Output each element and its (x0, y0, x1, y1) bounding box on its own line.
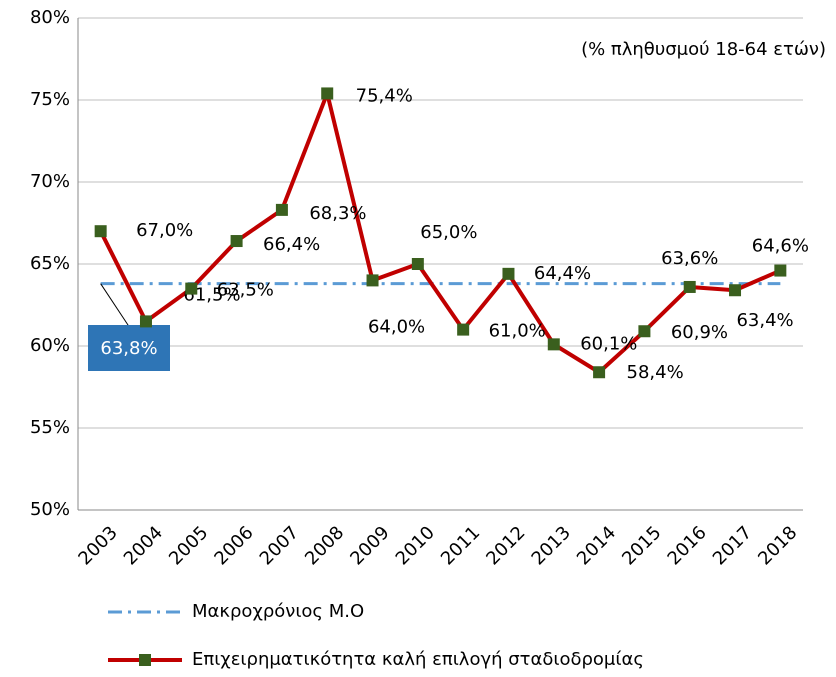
legend-label: Μακροχρόνιος Μ.Ο (192, 601, 364, 622)
average-label-box (88, 325, 170, 371)
marker (638, 325, 651, 338)
marker (774, 264, 787, 277)
marker (94, 225, 107, 238)
data-label: 68,3% (309, 203, 366, 224)
chart-subtitle: (% πληθυσμού 18-64 ετών) (581, 39, 826, 60)
legend-marker (139, 654, 151, 666)
data-label: 60,1% (580, 333, 637, 354)
data-label: 63,6% (661, 248, 718, 269)
y-tick-label: 70% (30, 171, 70, 192)
data-label: 61,0% (489, 321, 546, 342)
y-tick-label: 65% (30, 253, 70, 274)
data-label: 60,9% (671, 322, 728, 343)
leader-line (100, 283, 131, 329)
average-label: 63,8% (100, 338, 157, 359)
x-tick-label: 2003 (74, 522, 121, 569)
data-label: 66,4% (263, 234, 320, 255)
data-label: 63,4% (736, 310, 793, 331)
data-label: 64,0% (368, 316, 425, 337)
x-tick-label: 2017 (709, 522, 756, 569)
x-tick-label: 2004 (120, 522, 167, 569)
data-label: 65,0% (420, 222, 477, 243)
x-tick-label: 2006 (210, 522, 257, 569)
y-tick-label: 60% (30, 335, 70, 356)
y-tick-label: 80% (30, 7, 70, 28)
data-label: 58,4% (627, 362, 684, 383)
x-tick-label: 2012 (482, 522, 529, 569)
series-line (98, 91, 782, 375)
marker (411, 258, 424, 270)
x-tick-label: 2009 (346, 522, 393, 569)
y-tick-label: 55% (30, 417, 70, 438)
marker (366, 274, 379, 287)
x-tick-label: 2007 (256, 522, 303, 569)
y-tick-label: 50% (30, 499, 70, 520)
x-tick-label: 2015 (618, 522, 665, 569)
data-label: 75,4% (356, 85, 413, 106)
marker (139, 315, 152, 328)
data-label: 67,0% (136, 220, 193, 241)
marker (275, 203, 288, 216)
marker (502, 267, 515, 280)
marker (230, 235, 243, 248)
data-label: 61,5% (183, 284, 240, 305)
x-tick-label: 2011 (437, 522, 484, 569)
x-tick-label: 2013 (528, 522, 575, 569)
data-label: 63,5% (217, 280, 274, 301)
marker (457, 323, 470, 336)
x-tick-label: 2008 (301, 522, 348, 569)
x-tick-label: 2016 (664, 522, 711, 569)
data-label: 64,6% (752, 236, 809, 257)
x-tick-label: 2010 (392, 522, 439, 569)
marker (729, 284, 742, 297)
marker (683, 280, 696, 293)
marker (547, 338, 560, 351)
x-tick-label: 2018 (754, 522, 801, 569)
marker (321, 87, 334, 100)
marker (593, 366, 606, 379)
legend-label: Επιχειρηματικότητα καλή επιλογή σταδιοδρ… (192, 649, 644, 670)
marker (185, 282, 198, 295)
x-tick-label: 2005 (165, 522, 212, 569)
data-label: 64,4% (534, 263, 591, 284)
y-tick-label: 75% (30, 89, 70, 110)
x-tick-label: 2014 (573, 522, 620, 569)
